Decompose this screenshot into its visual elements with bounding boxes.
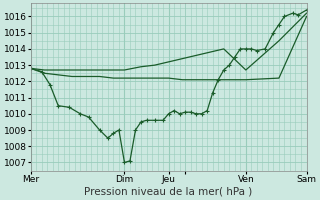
X-axis label: Pression niveau de la mer( hPa ): Pression niveau de la mer( hPa ) bbox=[84, 187, 253, 197]
